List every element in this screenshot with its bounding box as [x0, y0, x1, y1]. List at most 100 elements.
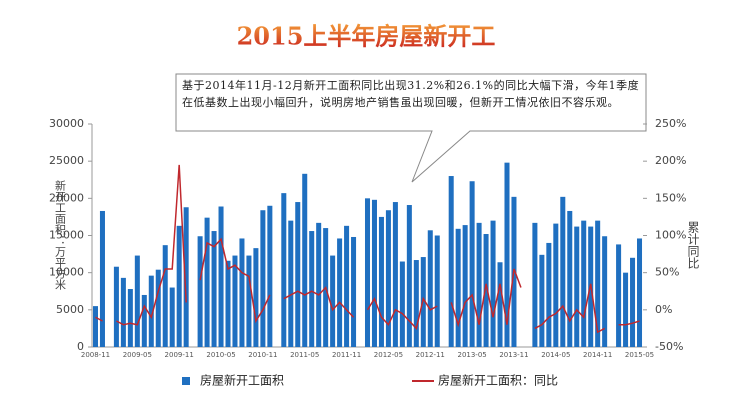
x-tick-label: 2012-05: [374, 351, 403, 359]
bar: [99, 210, 105, 347]
x-tick-label: 2013-05: [457, 351, 486, 359]
bar: [434, 235, 440, 347]
bar: [371, 199, 377, 347]
legend-label: 房屋新开工面积：同比: [438, 373, 558, 388]
bar: [560, 196, 566, 347]
bar: [595, 220, 601, 347]
bar: [427, 230, 433, 347]
bar: [574, 226, 580, 347]
bar: [302, 173, 308, 347]
bar: [581, 220, 587, 347]
x-tick-label: 2014-11: [583, 351, 612, 359]
x-tick-label: 2009-11: [165, 351, 194, 359]
bar: [183, 207, 189, 347]
y2-tick-label: 100%: [655, 229, 686, 242]
bar: [176, 225, 182, 347]
bar: [162, 245, 168, 347]
bar: [623, 272, 629, 347]
y2-tick-label: 250%: [655, 117, 686, 130]
bar: [378, 216, 384, 347]
annotation: 基于2014年11月-12月新开工面积同比出现31.2%和26.1%的同比大幅下…: [182, 79, 640, 109]
bar: [169, 287, 175, 347]
bar: [532, 222, 538, 347]
bar: [385, 210, 391, 347]
bar: [399, 261, 405, 347]
x-tick-label: 2009-05: [123, 351, 152, 359]
bar: [406, 205, 412, 347]
y2-tick-label: 150%: [655, 191, 686, 204]
bar: [630, 257, 636, 347]
bar: [92, 306, 98, 347]
y-tick-label: 20000: [49, 191, 84, 204]
bar: [413, 260, 419, 347]
bar: [351, 236, 357, 347]
bar: [204, 217, 210, 347]
line: [95, 164, 640, 334]
bar: [295, 202, 301, 347]
bar: [127, 289, 133, 347]
bar: [246, 255, 252, 347]
bar: [546, 242, 552, 347]
bar: [483, 234, 489, 347]
bar: [134, 255, 140, 347]
bar: [462, 225, 468, 347]
bar: [281, 193, 287, 347]
bar: [211, 231, 217, 347]
bar: [490, 220, 496, 347]
bar: [497, 262, 503, 347]
bar: [637, 238, 643, 347]
bar: [455, 228, 461, 347]
bar: [602, 236, 608, 347]
bar: [316, 222, 322, 347]
bar: [232, 255, 238, 347]
bar: [553, 223, 559, 347]
y2-tick-label: -50%: [655, 340, 683, 353]
bar: [309, 231, 315, 347]
x-tick-label: 2010-05: [206, 351, 235, 359]
x-tick-label: 2010-11: [248, 351, 277, 359]
x-tick-label: 2013-11: [499, 351, 528, 359]
bar: [141, 294, 147, 347]
bar: [364, 198, 371, 347]
bar: [330, 255, 336, 347]
y-tick-label: 15000: [49, 229, 84, 242]
bar: [120, 277, 126, 347]
bar: [567, 210, 573, 347]
y-tick-label: 25000: [49, 154, 84, 167]
bar: [504, 162, 510, 347]
bar: [260, 210, 266, 347]
bar: [420, 257, 426, 347]
x-tick-label: 2014-05: [541, 351, 570, 359]
callout-box: [175, 73, 647, 183]
y2-tick-label: 50%: [655, 266, 679, 279]
x-tick-label: 2008-11: [81, 351, 110, 359]
bar: [448, 176, 454, 347]
bar: [148, 275, 154, 347]
y-tick-label: 30000: [49, 117, 84, 130]
chart-title: 2015上半年房屋新开工: [237, 22, 496, 51]
y2-tick-label: 0%: [655, 303, 672, 316]
bar: [616, 244, 622, 347]
bar: [225, 260, 231, 347]
bar: [337, 238, 343, 347]
y-tick-label: 5000: [56, 303, 84, 316]
x-tick-label: 2011-05: [290, 351, 319, 359]
y2-tick-label: 200%: [655, 154, 686, 167]
bar: [113, 266, 119, 347]
bar: [288, 220, 294, 347]
y-tick-label: 0: [77, 340, 84, 353]
bar: [476, 222, 482, 347]
x-tick-label: 2015-05: [625, 351, 654, 359]
bar: [218, 206, 224, 347]
bar: [239, 238, 245, 347]
bar: [344, 225, 350, 347]
legend-swatch: [182, 377, 190, 385]
bar: [392, 202, 398, 347]
bar: [197, 236, 203, 347]
x-tick-label: 2011-11: [332, 351, 361, 359]
bar: [469, 181, 475, 347]
bar: [253, 248, 259, 347]
x-tick-label: 2012-11: [416, 351, 445, 359]
